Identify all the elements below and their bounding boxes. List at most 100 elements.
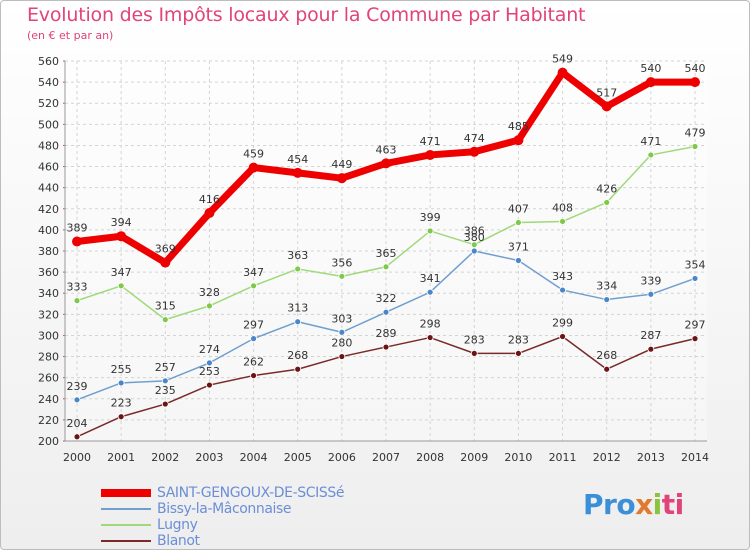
chart-legend: SAINT-GENGOUX-DE-SCISSé Bissy-la-Mâconnai… [101, 485, 344, 549]
data-point [515, 257, 522, 264]
data-point [336, 173, 347, 184]
data-label: 389 [67, 222, 88, 235]
data-label: 315 [155, 300, 176, 313]
data-label: 303 [331, 312, 352, 325]
data-label: 223 [111, 397, 132, 410]
data-label: 257 [155, 361, 176, 374]
data-label: 341 [420, 272, 441, 285]
data-point [116, 231, 127, 242]
data-point [73, 396, 81, 404]
data-label: 339 [640, 274, 661, 287]
data-label: 235 [155, 384, 176, 397]
series-2: 239 255 257 274 297 313 303 322 341 380 371 343 334 3… [67, 231, 706, 404]
data-label: 204 [67, 417, 88, 430]
data-point [425, 149, 436, 160]
data-point [161, 400, 169, 408]
data-label: 328 [199, 286, 220, 299]
data-point [601, 101, 612, 112]
data-label: 449 [331, 158, 352, 171]
x-tick-label: 2009 [460, 451, 488, 464]
data-label: 363 [287, 249, 308, 262]
legend-label: Lugny [157, 517, 198, 533]
y-tick-label: 540 [38, 76, 59, 89]
data-label: 289 [376, 327, 397, 340]
data-label: 347 [243, 266, 264, 279]
data-point [426, 288, 434, 296]
data-label: 274 [199, 343, 220, 356]
data-point [691, 335, 699, 343]
x-tick-label: 2011 [549, 451, 577, 464]
data-point [691, 143, 699, 150]
x-tick-label: 2004 [240, 451, 268, 464]
data-point [382, 308, 390, 316]
y-tick-label: 400 [38, 224, 59, 237]
legend-swatch [101, 540, 151, 542]
data-point [294, 318, 302, 326]
data-label: 471 [640, 135, 661, 148]
y-tick-label: 380 [38, 245, 59, 258]
data-point [117, 282, 125, 290]
data-point [117, 379, 125, 387]
data-point [73, 297, 81, 305]
data-point [469, 146, 480, 157]
data-label: 354 [685, 258, 706, 271]
data-point [206, 302, 213, 310]
data-label: 322 [376, 292, 397, 305]
data-point [513, 135, 524, 146]
x-tick-label: 2000 [63, 451, 91, 464]
data-point [426, 227, 434, 235]
data-label: 313 [287, 302, 308, 315]
data-label: 333 [67, 281, 88, 294]
data-label: 540 [685, 62, 706, 75]
data-label: 485 [508, 120, 529, 133]
data-label: 299 [552, 317, 573, 330]
x-tick-label: 2002 [151, 451, 179, 464]
y-tick-label: 240 [38, 393, 59, 406]
data-label: 549 [552, 53, 573, 66]
data-label: 297 [685, 319, 706, 332]
y-tick-label: 260 [38, 372, 59, 385]
y-tick-label: 500 [38, 118, 59, 131]
data-label: 371 [508, 241, 529, 254]
legend-swatch [101, 524, 151, 526]
logo-part-3: i [652, 488, 663, 521]
data-label: 369 [155, 243, 176, 256]
data-point [161, 377, 169, 385]
data-point [250, 335, 257, 343]
y-tick-label: 320 [38, 308, 59, 321]
data-point [73, 433, 81, 441]
data-label: 334 [596, 280, 617, 293]
legend-label: Blanot [157, 533, 200, 549]
data-point [294, 265, 302, 273]
data-label: 255 [111, 363, 132, 376]
data-label: 262 [243, 356, 264, 369]
data-label: 408 [552, 201, 573, 214]
data-point [603, 296, 611, 303]
data-point [515, 349, 522, 357]
data-point [645, 77, 656, 88]
chart-subtitle: (en € et par an) [27, 29, 114, 42]
legend-swatch [101, 489, 151, 497]
x-tick-label: 2010 [504, 451, 532, 464]
legend-item: Bissy-la-Mâconnaise [101, 501, 344, 517]
y-tick-label: 300 [38, 329, 59, 342]
data-label: 297 [243, 319, 264, 332]
x-tick-label: 2013 [637, 451, 665, 464]
data-label: 347 [111, 266, 132, 279]
data-label: 459 [243, 148, 264, 161]
x-tick-label: 2007 [372, 451, 400, 464]
data-label: 280 [331, 337, 352, 350]
data-label: 268 [287, 349, 308, 362]
legend-swatch [101, 508, 151, 510]
data-label: 540 [640, 62, 661, 75]
y-tick-label: 460 [38, 161, 59, 174]
data-label: 239 [67, 380, 88, 393]
x-tick-label: 2012 [593, 451, 621, 464]
data-label: 416 [199, 193, 220, 206]
x-tick-label: 2014 [681, 451, 709, 464]
y-tick-label: 560 [38, 55, 59, 68]
logo-part-4: ti [661, 488, 684, 521]
data-point [338, 353, 346, 360]
data-point [559, 333, 566, 340]
data-point [470, 247, 478, 255]
